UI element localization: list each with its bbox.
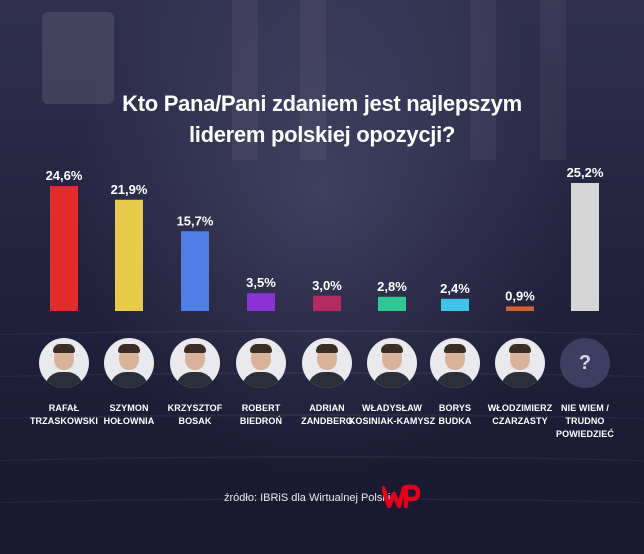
candidate-name-5: WŁADYSŁAW KOSINIAK-KAMYSZ xyxy=(347,402,437,428)
bar-3 xyxy=(247,293,275,311)
chart-title-line-1: Kto Pana/Pani zdaniem jest najlepszym xyxy=(122,91,522,116)
bar-8 xyxy=(571,183,599,311)
candidate-name-line: BIEDROŃ xyxy=(239,416,283,426)
avatar-suit xyxy=(501,372,539,388)
avatar-suit xyxy=(242,372,280,388)
candidate-name-line: SZYMON xyxy=(109,403,149,413)
value-label-8: 25,2% xyxy=(567,165,604,180)
candidate-name-line: WŁODZIMIERZ xyxy=(487,403,553,413)
candidate-name-line: BOSAK xyxy=(178,416,212,426)
bar-7 xyxy=(506,306,534,311)
bar-6 xyxy=(441,298,469,311)
candidate-photo-7 xyxy=(495,338,545,388)
bar-2 xyxy=(181,231,209,311)
candidate-name-line: BUDKA xyxy=(438,416,472,426)
value-label-6: 2,4% xyxy=(440,281,470,296)
avatar-hair xyxy=(118,344,140,353)
candidate-name-line: KOSINIAK-KAMYSZ xyxy=(348,416,436,426)
candidate-name-3: ROBERT BIEDROŃ xyxy=(216,402,306,428)
candidate-photo-6 xyxy=(430,338,480,388)
value-label-0: 24,6% xyxy=(46,168,83,183)
candidate-name-line: RAFAŁ xyxy=(48,403,80,413)
candidate-name-2: KRZYSZTOF BOSAK xyxy=(150,402,240,428)
candidate-photo-3 xyxy=(236,338,286,388)
candidate-name-1: SZYMON HOŁOWNIA xyxy=(84,402,174,428)
candidate-name-line: HOŁOWNIA xyxy=(103,416,155,426)
candidate-photo-0 xyxy=(39,338,89,388)
candidate-name-line: KRZYSZTOF xyxy=(167,403,223,413)
background-column xyxy=(232,0,258,160)
background-column xyxy=(540,0,566,160)
avatar-hair xyxy=(250,344,272,353)
value-label-4: 3,0% xyxy=(312,278,342,293)
background-bench-row xyxy=(0,456,644,472)
chart-title: Kto Pana/Pani zdaniem jest najlepszym li… xyxy=(60,88,584,150)
avatar-hair xyxy=(316,344,338,353)
avatar-suit xyxy=(176,372,214,388)
candidate-photo-1 xyxy=(104,338,154,388)
eagle-emblem-icon xyxy=(42,12,114,104)
candidate-name-line: BORYS xyxy=(438,403,472,413)
background-bench-row xyxy=(0,414,644,430)
value-label-1: 21,9% xyxy=(111,182,148,197)
candidate-photo-5 xyxy=(367,338,417,388)
chart-title-line-2: liderem polskiej opozycji? xyxy=(188,122,456,147)
candidate-name-7: WŁODZIMIERZ CZARZASTY xyxy=(475,402,565,428)
candidate-name-6: BORYS BUDKA xyxy=(410,402,500,428)
bar-0 xyxy=(50,186,78,311)
avatar-suit xyxy=(373,372,411,388)
bar-4 xyxy=(313,295,341,311)
avatar-suit xyxy=(308,372,346,388)
value-label-5: 2,8% xyxy=(377,279,407,294)
avatar-hair xyxy=(444,344,466,353)
avatar-hair xyxy=(53,344,75,353)
source-note: źródło: IBRiS dla Wirtualnej Polski xyxy=(224,492,391,504)
value-label-2: 15,7% xyxy=(177,213,214,228)
question-mark-icon: ? xyxy=(560,338,610,388)
background-bench-row xyxy=(0,330,644,346)
candidate-name-0: RAFAŁ TRZASKOWSKI xyxy=(19,402,109,428)
value-label-7: 0,9% xyxy=(505,288,535,303)
candidate-name-line: ZANDBERG xyxy=(301,416,353,426)
candidate-name-4: ADRIAN ZANDBERG xyxy=(282,402,372,428)
candidate-photo-2 xyxy=(170,338,220,388)
candidate-name-line: ADRIAN xyxy=(309,403,345,413)
avatar-suit xyxy=(436,372,474,388)
candidate-name-line: POWIEDZIEĆ xyxy=(555,429,614,439)
avatar-hair xyxy=(381,344,403,353)
wp-logo-icon: WP xyxy=(382,484,420,509)
background-column xyxy=(470,0,496,160)
candidate-name-line: NIE WIEM / xyxy=(561,403,609,413)
bar-1 xyxy=(115,199,143,311)
bar-5 xyxy=(378,296,406,311)
avatar-suit xyxy=(110,372,148,388)
avatar-hair xyxy=(509,344,531,353)
avatar-hair xyxy=(184,344,206,353)
candidate-name-line: ROBERT xyxy=(241,403,281,413)
candidate-name-line: CZARZASTY xyxy=(492,416,548,426)
candidate-name-line: TRZASKOWSKI xyxy=(29,416,99,426)
candidate-name-line: TRUDNO xyxy=(565,416,605,426)
background-column xyxy=(300,0,326,160)
value-label-3: 3,5% xyxy=(246,275,276,290)
candidate-photo-4 xyxy=(302,338,352,388)
candidate-name-line: WŁADYSŁAW xyxy=(362,403,422,413)
avatar-suit xyxy=(45,372,83,388)
candidate-name-8: NIE WIEM / TRUDNO POWIEDZIEĆ xyxy=(540,402,630,441)
background-bench-row xyxy=(0,498,644,514)
